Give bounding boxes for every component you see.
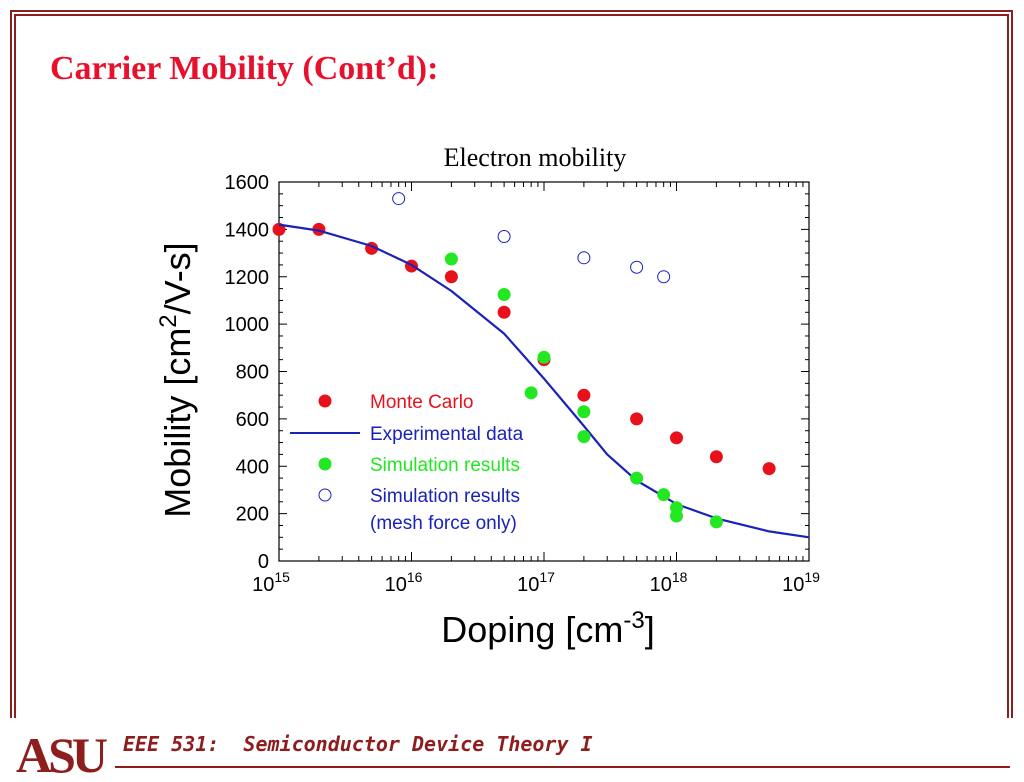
data-point-mesh-force	[392, 192, 406, 206]
plot-frame	[278, 181, 810, 562]
y-tick-label: 800	[236, 362, 269, 384]
legend-monte-carlo-swatch	[318, 394, 332, 408]
data-point-monte-carlo	[630, 412, 644, 426]
slide-title: Carrier Mobility (Cont’d):	[50, 50, 439, 87]
x-axis-label: Doping [cm-3]	[441, 607, 654, 650]
data-point-monte-carlo	[670, 431, 683, 445]
chart-title: Electron mobility	[444, 143, 627, 172]
y-tick-label: 1000	[225, 314, 270, 336]
legend-mesh-force-label: (mesh force only)	[370, 513, 517, 534]
data-point-mesh-force	[577, 251, 591, 265]
legend-mesh-force-label: Simulation results	[370, 486, 520, 507]
x-tick-exponent: 19	[804, 569, 820, 585]
label-text: /V-s]	[157, 242, 198, 314]
data-point-monte-carlo	[497, 305, 511, 319]
course-footer: EEE 531: Semiconductor Device Theory I	[123, 732, 593, 756]
x-tick-label: 1018	[650, 569, 688, 596]
y-tick-label: 400	[236, 456, 269, 478]
legend-experimental-label: Experimental data	[370, 424, 524, 445]
data-point-simulation	[577, 405, 591, 419]
data-point-simulation	[524, 386, 538, 400]
data-point-simulation	[577, 430, 591, 444]
plot-area: 0 200 400 600 800 1000 1200 1400 1600 1015 1016 101…	[225, 172, 821, 596]
data-point-simulation	[630, 471, 644, 485]
label-superscript: -3	[623, 607, 644, 634]
axis-labels: Doping [cm-3] Mobility [cm2/V-s]	[155, 242, 655, 650]
data-point-simulation	[657, 488, 671, 502]
y-tick-label: 1200	[225, 267, 270, 289]
x-tick-label: 1019	[782, 569, 820, 596]
legend-monte-carlo-label: Monte Carlo	[370, 392, 474, 413]
x-tick-exponent: 18	[672, 569, 688, 585]
y-tick-label: 200	[236, 504, 269, 526]
x-tick-label: 1015	[252, 569, 290, 596]
legend-simulation-label: Simulation results	[370, 455, 520, 476]
data-point-mesh-force	[630, 260, 644, 274]
data-point-monte-carlo	[762, 462, 776, 476]
data-point-mesh-force	[497, 229, 511, 243]
footer-rule	[115, 766, 1010, 768]
series-line-experimental	[278, 223, 810, 539]
x-tick-label: 1017	[517, 569, 555, 596]
data-point-mesh-force	[657, 270, 671, 284]
y-tick-label: 600	[236, 409, 269, 431]
label-text: ]	[645, 609, 655, 650]
data-point-simulation	[497, 288, 511, 302]
x-tick-exponent: 16	[407, 569, 423, 585]
y-tick-label: 1400	[225, 219, 270, 241]
slide-footer: ASU EEE 531: Semiconductor Device Theory…	[0, 718, 1024, 782]
x-tick-exponent: 15	[274, 569, 290, 585]
y-tick-label: 1600	[225, 172, 270, 194]
x-tick-label: 1016	[385, 569, 423, 596]
data-point-simulation	[444, 252, 458, 266]
legend-mesh-force-swatch	[318, 488, 332, 502]
asu-logo: ASU	[16, 727, 111, 782]
y-axis-label: Mobility [cm2/V-s]	[155, 242, 198, 517]
data-point-simulation	[537, 350, 551, 364]
chart-legend: Monte Carlo Experimental data Simulation r…	[290, 392, 524, 534]
legend-simulation-swatch	[318, 457, 332, 471]
label-superscript: 2	[155, 314, 182, 327]
label-text: Doping [cm	[441, 609, 623, 650]
data-point-monte-carlo	[709, 450, 723, 464]
y-tick-label: 0	[258, 551, 269, 573]
data-point-monte-carlo	[577, 388, 591, 402]
x-tick-exponent: 17	[539, 569, 555, 585]
label-text: Mobility [cm	[157, 328, 198, 518]
data-point-simulation	[709, 515, 723, 529]
data-point-monte-carlo	[444, 270, 458, 284]
asu-logo-text: ASU	[16, 727, 107, 782]
data-point-simulation	[670, 509, 683, 523]
